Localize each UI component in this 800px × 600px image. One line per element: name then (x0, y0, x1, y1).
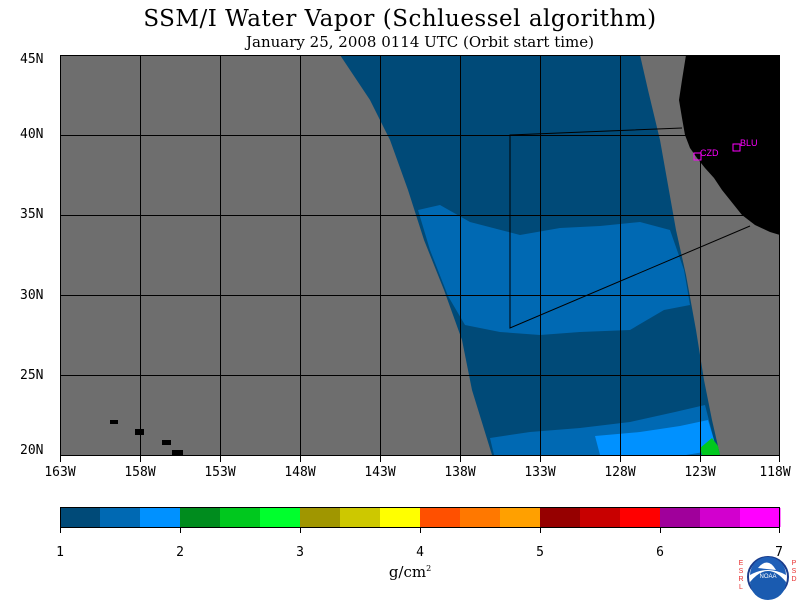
colorbar (60, 508, 781, 527)
lon-label-138w: 138W (444, 465, 476, 480)
hawaii-island-kauai (110, 420, 118, 424)
colorbar-swatch (500, 508, 541, 527)
swath-mid-vapor-band (418, 205, 690, 335)
lon-label-118w: 118W (759, 465, 791, 480)
colorbar-swatch (700, 508, 741, 527)
lon-label-133w: 133W (524, 465, 556, 480)
sector-outline (509, 127, 751, 329)
colorbar-label-6: 6 (656, 545, 664, 560)
psd-letter: S (791, 568, 797, 575)
colorbar-swatch (60, 508, 101, 527)
north-america-land (679, 55, 780, 235)
lat-lon-grid (60, 55, 780, 455)
lat-label-25n: 25N (20, 368, 44, 383)
lon-label-123w: 123W (684, 465, 716, 480)
psd-letter: D (791, 576, 797, 583)
colorbar-label-1: 1 (56, 545, 64, 560)
map-subtitle: January 25, 2008 0114 UTC (Orbit start t… (246, 33, 594, 51)
lon-label-128w: 128W (604, 465, 636, 480)
colorbar-swatch (100, 508, 141, 527)
colorbar-swatch (380, 508, 421, 527)
swath-green-patch (700, 438, 720, 455)
colorbar-label-2: 2 (176, 545, 184, 560)
colorbar-units-exponent: 2 (426, 564, 432, 573)
colorbar-swatch (540, 508, 581, 527)
colorbar-swatch (740, 508, 781, 527)
esrl-letter: R (738, 576, 744, 583)
colorbar-label-7: 7 (775, 545, 783, 560)
colorbar-swatch (140, 508, 181, 527)
colorbar-swatch (420, 508, 461, 527)
lat-label-30n: 30N (20, 288, 44, 303)
map-frame (60, 55, 780, 456)
lon-label-153w: 153W (204, 465, 236, 480)
lon-label-163w: 163W (44, 465, 76, 480)
lat-label-20n: 20N (20, 443, 44, 458)
colorbar-units: g/cm2 (380, 563, 440, 581)
colorbar-swatch (300, 508, 341, 527)
station-czd-marker (693, 152, 702, 161)
lon-label-148w: 148W (284, 465, 316, 480)
esrl-letter: L (739, 584, 743, 591)
colorbar-swatch (180, 508, 221, 527)
colorbar-swatch (620, 508, 661, 527)
esrl-letter: E (738, 560, 744, 567)
colorbar-ticks (60, 527, 780, 533)
esrl-letter: S (738, 568, 744, 575)
noaa-logo-text: NOAA (759, 574, 776, 580)
colorbar-swatch (460, 508, 501, 527)
station-czd-label: CZD (700, 148, 719, 158)
colorbar-swatch (340, 508, 381, 527)
swath-high-vapor (595, 420, 716, 455)
colorbar-swatch (660, 508, 701, 527)
station-blu-label: BLU (740, 138, 758, 148)
colorbar-label-3: 3 (296, 545, 304, 560)
hawaii-island-big (172, 450, 183, 455)
colorbar-swatch (580, 508, 621, 527)
axis-ticks (60, 455, 780, 462)
hawaii-island-oahu (135, 429, 144, 435)
station-blu-marker (732, 143, 741, 152)
colorbar-label-4: 4 (416, 545, 424, 560)
map-title: SSM/I Water Vapor (Schluessel algorithm) (143, 6, 657, 32)
colorbar-units-text: g/cm (388, 563, 427, 581)
hawaii-island-maui (162, 440, 171, 445)
colorbar-swatch (220, 508, 261, 527)
psd-letter: P (791, 560, 797, 567)
lat-label-40n: 40N (20, 127, 44, 142)
colorbar-label-5: 5 (536, 545, 544, 560)
colorbar-swatch (260, 508, 301, 527)
lat-label-35n: 35N (20, 207, 44, 222)
lon-label-143w: 143W (364, 465, 396, 480)
noaa-logo (747, 556, 789, 600)
lat-label-45n: 45N (20, 52, 44, 67)
lon-label-158w: 158W (124, 465, 156, 480)
